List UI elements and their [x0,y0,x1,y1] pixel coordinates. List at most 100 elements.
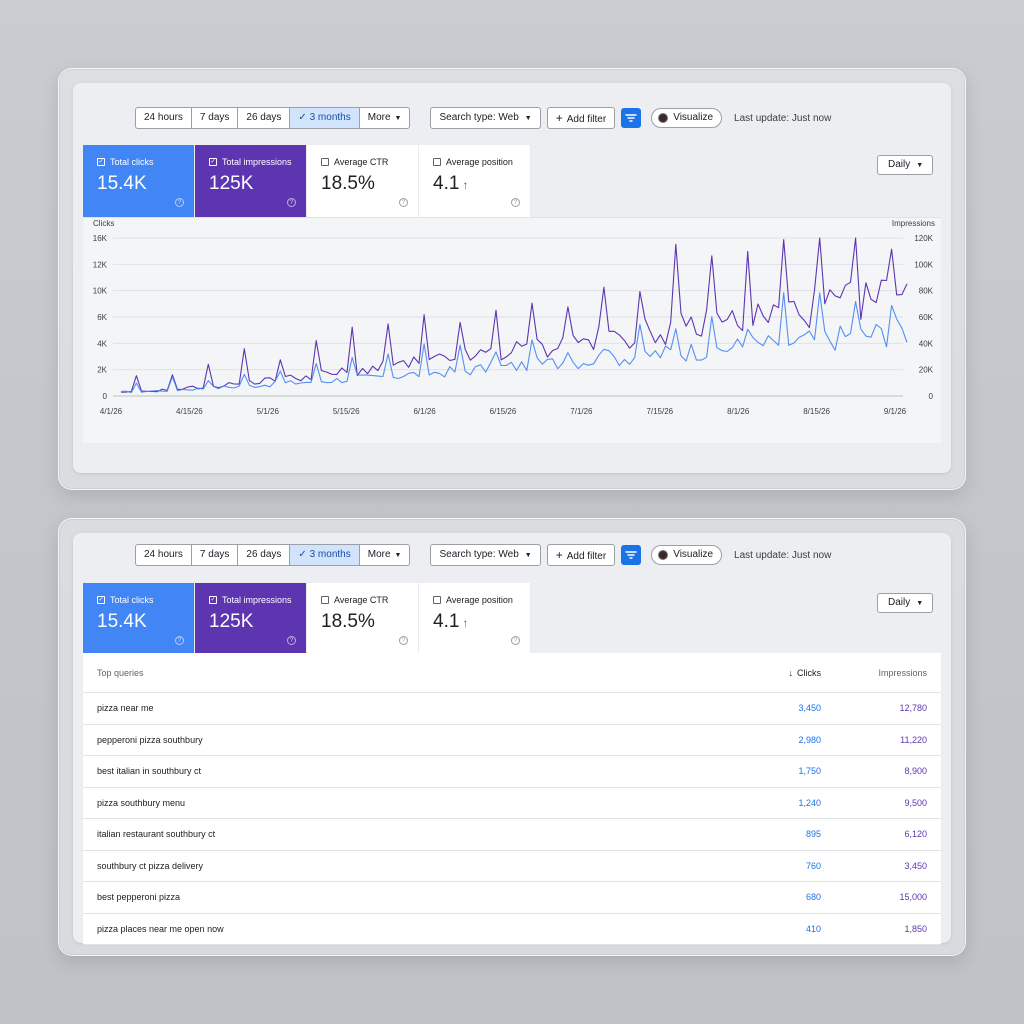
table-row[interactable]: southbury ct pizza delivery 760 3,450 [83,851,941,882]
help-icon[interactable]: ? [175,636,184,645]
range-26-days[interactable]: 26 days [238,108,291,128]
range-7-days[interactable]: 7 days [192,545,239,565]
checkbox-checked-icon[interactable]: ✓ [209,158,217,166]
y-tick-label: 12K [93,260,108,269]
impressions-cell: 15,000 [899,892,927,903]
column-header-query[interactable]: Top queries [97,667,144,678]
clicks-cell: 680 [805,892,821,903]
x-tick-label: 6/15/26 [490,407,517,416]
metric-card-total-clicks[interactable]: ✓ Total clicks 15.4K ? [83,583,195,655]
check-icon: ✓ [298,112,310,123]
add-filter-button[interactable]: + Add filter [546,544,616,566]
table-row[interactable]: pizza places near me open now 410 1,850 [83,914,941,945]
metric-label-row: Average position [433,157,530,167]
query-cell: italian restaurant southbury ct [97,829,216,840]
caret-down-icon: ▼ [524,115,532,122]
add-filter-label: Add filter [566,114,607,125]
help-icon[interactable]: ? [511,636,520,645]
metric-card-average-ctr[interactable]: Average CTR 18.5% ? [307,145,419,217]
column-header-impressions[interactable]: Impressions [878,667,927,678]
date-toolbar: 24 hours 7 days 26 days ✓ 3 months More ▼… [135,544,831,566]
filter-icon-button[interactable] [621,108,642,128]
checkbox-checked-icon[interactable]: ✓ [97,158,105,166]
range-more[interactable]: More ▼ [360,545,410,565]
search-type-label: Search type: Web [439,112,519,123]
metric-value: 125K [209,173,254,194]
range-7-days[interactable]: 7 days [192,108,239,128]
caret-down-icon: ▼ [916,600,924,607]
metric-card-average-ctr[interactable]: Average CTR 18.5% ? [307,583,419,655]
checkbox-icon[interactable] [433,158,441,166]
help-icon[interactable]: ? [399,198,408,207]
table-row[interactable]: best italian in southbury ct 1,750 8,900 [83,756,941,788]
visualize-label: Visualize [673,112,714,123]
date-range-selector: 24 hours 7 days 26 days ✓ 3 months More ▼ [135,107,411,129]
visualize-label: Visualize [673,549,714,560]
checkbox-checked-icon[interactable]: ✓ [209,596,217,604]
metric-value: 4.1 [433,611,460,632]
metric-label: Average position [446,595,513,605]
metric-card-total-clicks[interactable]: ✓ Total clicks 15.4K ? [83,145,195,217]
filter-icon-button[interactable] [621,545,642,565]
column-header-clicks[interactable]: ↓ Clicks [725,668,835,678]
help-icon[interactable]: ? [511,198,520,207]
metric-cards: ✓ Total clicks 15.4K ? ✓ Total impressions… [83,145,531,217]
add-filter-label: Add filter [566,551,607,562]
range-3-months-label: 3 months [309,112,351,123]
range-24-hours[interactable]: 24 hours [136,108,192,128]
impressions-cell: 12,780 [899,703,927,714]
help-icon[interactable]: ? [287,636,296,645]
add-filter-button[interactable]: + Add filter [546,107,616,129]
table-body: pizza near me 3,450 12,780 pepperoni pizza … [83,693,941,945]
performance-chart: 0 0 2K 20K 4K 40K 6K 60K 10K 80K 12K 100K 16K 120K Cli… [83,217,941,443]
arrow-up-icon: ↑ [462,178,469,192]
range-more[interactable]: More ▼ [360,108,410,128]
metric-label-row: Average CTR [321,595,418,605]
visualize-button[interactable]: Visualize [651,545,723,565]
granularity-label: Daily [888,159,911,170]
metric-value-row: 4.1 ↑ [433,611,530,633]
table-row[interactable]: best pepperoni pizza 680 15,000 [83,882,941,914]
metric-card-total-impressions[interactable]: ✓ Total impressions 125K ? [195,583,307,655]
clicks-series-line [120,292,908,394]
checkbox-icon[interactable] [433,596,441,604]
help-icon[interactable]: ? [175,198,184,207]
visualize-icon [658,550,669,560]
metric-cards: ✓ Total clicks 15.4K ? ✓ Total impressions… [83,583,531,655]
y-tick-label: 0 [103,392,108,401]
search-type-dropdown[interactable]: Search type: Web ▼ [430,107,541,129]
range-24-hours[interactable]: 24 hours [136,545,192,565]
plus-icon: + [555,548,563,562]
query-cell: best pepperoni pizza [97,892,181,903]
clicks-cell: 2,980 [798,734,821,745]
checkbox-icon[interactable] [321,158,329,166]
y2-tick-label: 100K [914,260,933,269]
metric-card-average-position[interactable]: Average position 4.1 ↑ ? [419,145,531,217]
table-row[interactable]: pizza near me 3,450 12,780 [83,693,941,725]
help-icon[interactable]: ? [399,636,408,645]
visualize-button[interactable]: Visualize [651,108,723,128]
checkbox-icon[interactable] [321,596,329,604]
metric-label: Total impressions [222,157,292,167]
granularity-dropdown[interactable]: Daily ▼ [877,593,933,613]
range-26-days[interactable]: 26 days [238,545,291,565]
checkbox-checked-icon[interactable]: ✓ [97,596,105,604]
granularity-dropdown[interactable]: Daily ▼ [877,155,933,175]
metric-value: 18.5% [321,611,375,632]
table-row[interactable]: italian restaurant southbury ct 895 6,120 [83,819,941,851]
search-type-dropdown[interactable]: Search type: Web ▼ [430,544,541,566]
range-3-months[interactable]: ✓ 3 months [290,545,360,565]
metric-card-total-impressions[interactable]: ✓ Total impressions 125K ? [195,145,307,217]
table-row[interactable]: pepperoni pizza southbury 2,980 11,220 [83,725,941,756]
help-icon[interactable]: ? [287,198,296,207]
range-3-months-label: 3 months [309,549,351,560]
x-tick-label: 7/15/26 [646,407,673,416]
range-3-months[interactable]: ✓ 3 months [290,108,360,128]
table-row[interactable]: pizza southbury menu 1,240 9,500 [83,788,941,819]
table-header: Top queries ↓ Clicks Impressions [83,653,941,693]
metric-label-row: Average position [433,595,530,605]
search-type-label: Search type: Web [439,549,519,560]
impressions-cell: 8,900 [904,766,927,777]
metric-value: 15.4K [97,173,147,194]
metric-card-average-position[interactable]: Average position 4.1 ↑ ? [419,583,531,655]
